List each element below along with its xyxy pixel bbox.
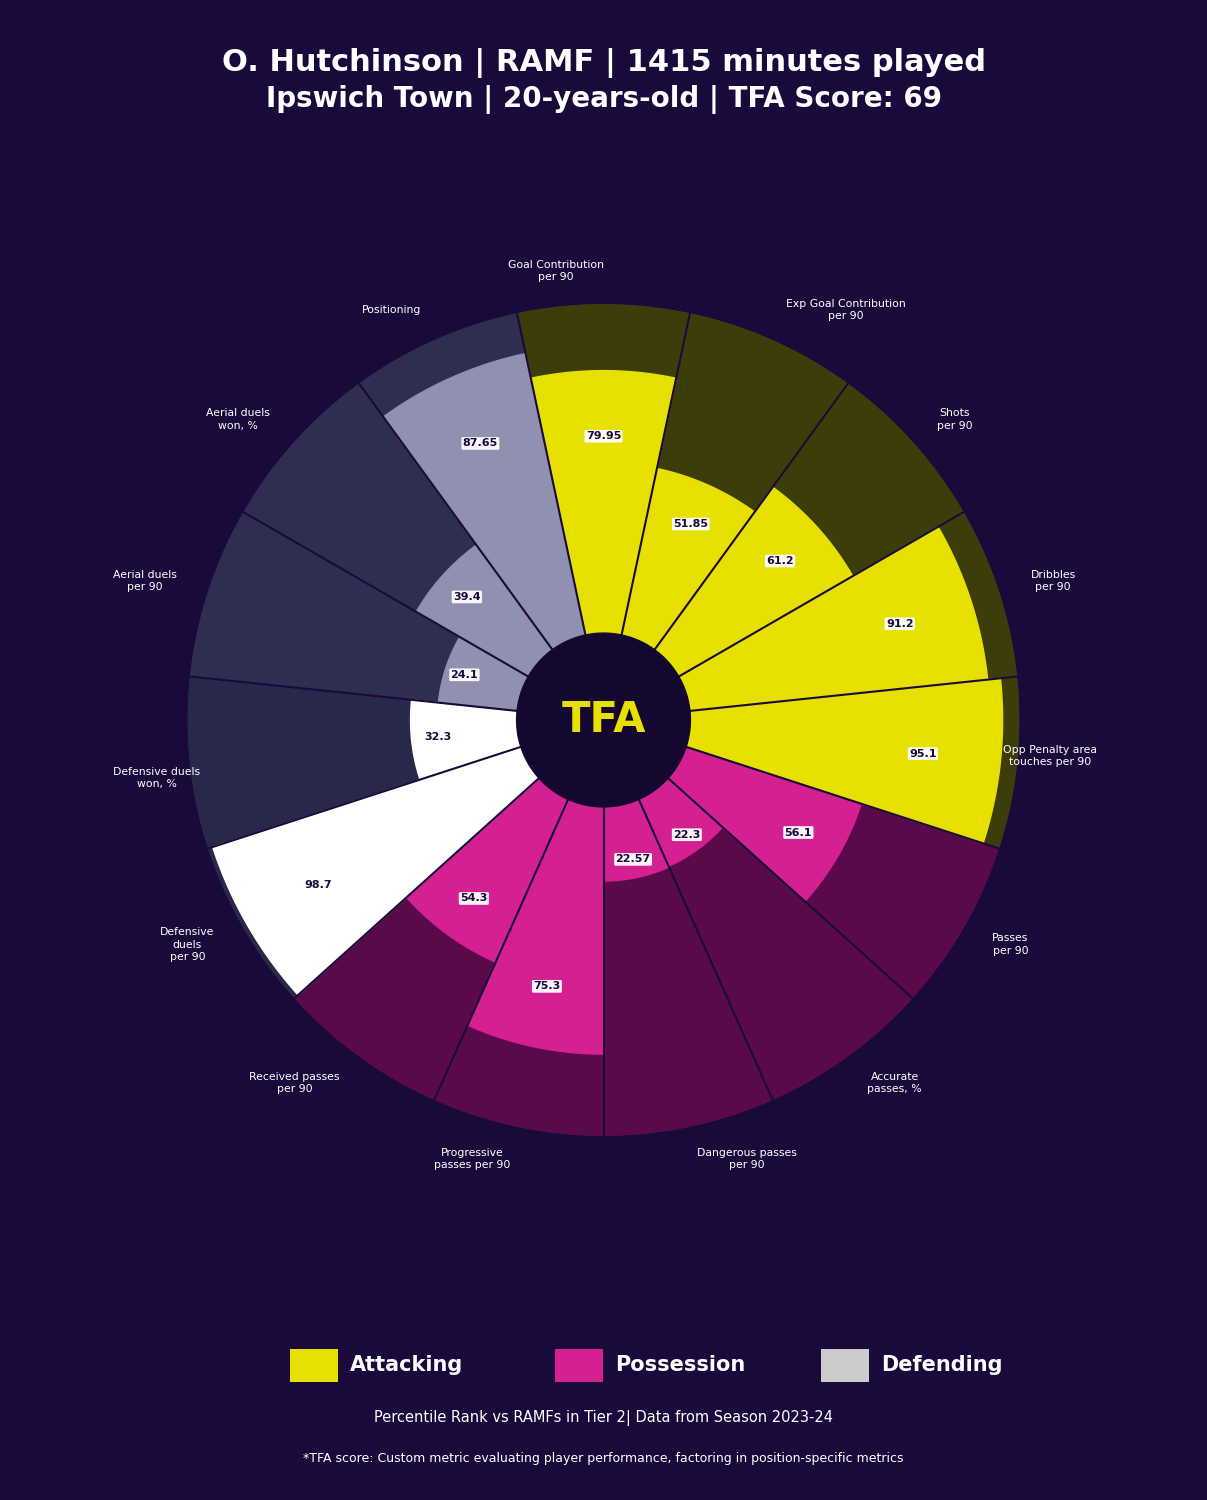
Text: 24.1: 24.1 <box>450 670 478 680</box>
Text: TFA: TFA <box>561 699 646 741</box>
Polygon shape <box>639 778 912 1100</box>
Polygon shape <box>295 778 568 1100</box>
Polygon shape <box>639 778 723 867</box>
Text: Positioning: Positioning <box>362 304 421 315</box>
Polygon shape <box>517 633 690 807</box>
Polygon shape <box>360 314 585 650</box>
Text: 22.3: 22.3 <box>674 830 700 840</box>
Polygon shape <box>686 676 1019 849</box>
Polygon shape <box>604 800 669 880</box>
Polygon shape <box>416 544 553 676</box>
Polygon shape <box>669 747 862 902</box>
Polygon shape <box>622 468 754 650</box>
Text: O. Hutchinson | RAMF | 1415 minutes played: O. Hutchinson | RAMF | 1415 minutes play… <box>222 48 985 78</box>
Text: Opp Penalty area
touches per 90: Opp Penalty area touches per 90 <box>1003 744 1097 766</box>
Text: 54.3: 54.3 <box>460 894 488 903</box>
Text: 61.2: 61.2 <box>766 556 794 566</box>
Text: Defensive
duels
per 90: Defensive duels per 90 <box>161 927 215 962</box>
Polygon shape <box>531 370 676 634</box>
Polygon shape <box>669 747 998 998</box>
Text: 51.85: 51.85 <box>674 519 709 530</box>
Text: 95.1: 95.1 <box>909 748 937 759</box>
Polygon shape <box>209 747 538 998</box>
Polygon shape <box>467 800 604 1054</box>
Text: 32.3: 32.3 <box>425 732 451 742</box>
Text: Passes
per 90: Passes per 90 <box>992 933 1028 956</box>
Polygon shape <box>410 700 521 780</box>
Text: Aerial duels
per 90: Aerial duels per 90 <box>112 570 176 592</box>
Text: Accurate
passes, %: Accurate passes, % <box>868 1072 922 1095</box>
Text: 56.1: 56.1 <box>785 828 812 837</box>
Polygon shape <box>244 384 553 676</box>
Polygon shape <box>604 800 772 1136</box>
Text: Attacking: Attacking <box>350 1354 463 1376</box>
Text: 22.57: 22.57 <box>616 855 651 864</box>
Polygon shape <box>435 800 604 1136</box>
Text: Possession: Possession <box>616 1354 746 1376</box>
Polygon shape <box>654 384 963 676</box>
Text: Defending: Defending <box>881 1354 1003 1376</box>
Text: 87.65: 87.65 <box>462 438 498 448</box>
Text: 39.4: 39.4 <box>453 592 480 602</box>
Polygon shape <box>622 314 847 650</box>
Polygon shape <box>407 778 568 962</box>
Text: 79.95: 79.95 <box>585 430 622 441</box>
Polygon shape <box>517 304 690 634</box>
Text: Dangerous passes
per 90: Dangerous passes per 90 <box>696 1148 797 1170</box>
Polygon shape <box>686 678 1003 843</box>
Text: Progressive
passes per 90: Progressive passes per 90 <box>433 1148 511 1170</box>
Text: *TFA score: Custom metric evaluating player performance, factoring in position-s: *TFA score: Custom metric evaluating pla… <box>303 1452 904 1466</box>
Text: 75.3: 75.3 <box>533 981 560 992</box>
Polygon shape <box>678 513 1016 711</box>
Polygon shape <box>678 526 987 711</box>
Text: Exp Goal Contribution
per 90: Exp Goal Contribution per 90 <box>786 298 906 321</box>
Text: 98.7: 98.7 <box>304 880 332 890</box>
Polygon shape <box>212 747 538 994</box>
Polygon shape <box>438 638 529 711</box>
Text: Shots
per 90: Shots per 90 <box>937 408 973 430</box>
Text: Dribbles
per 90: Dribbles per 90 <box>1031 570 1075 592</box>
Text: Aerial duels
won, %: Aerial duels won, % <box>206 408 270 430</box>
Polygon shape <box>384 354 585 650</box>
Text: 91.2: 91.2 <box>886 620 914 628</box>
Polygon shape <box>188 676 521 849</box>
Text: Received passes
per 90: Received passes per 90 <box>249 1072 339 1095</box>
Polygon shape <box>654 488 853 676</box>
Text: Goal Contribution
per 90: Goal Contribution per 90 <box>507 260 604 282</box>
Text: Percentile Rank vs RAMFs in Tier 2| Data from Season 2023-24: Percentile Rank vs RAMFs in Tier 2| Data… <box>374 1410 833 1426</box>
Text: Defensive duels
won, %: Defensive duels won, % <box>113 766 200 789</box>
Polygon shape <box>191 513 529 711</box>
Text: Ipswich Town | 20-years-old | TFA Score: 69: Ipswich Town | 20-years-old | TFA Score:… <box>266 86 941 114</box>
